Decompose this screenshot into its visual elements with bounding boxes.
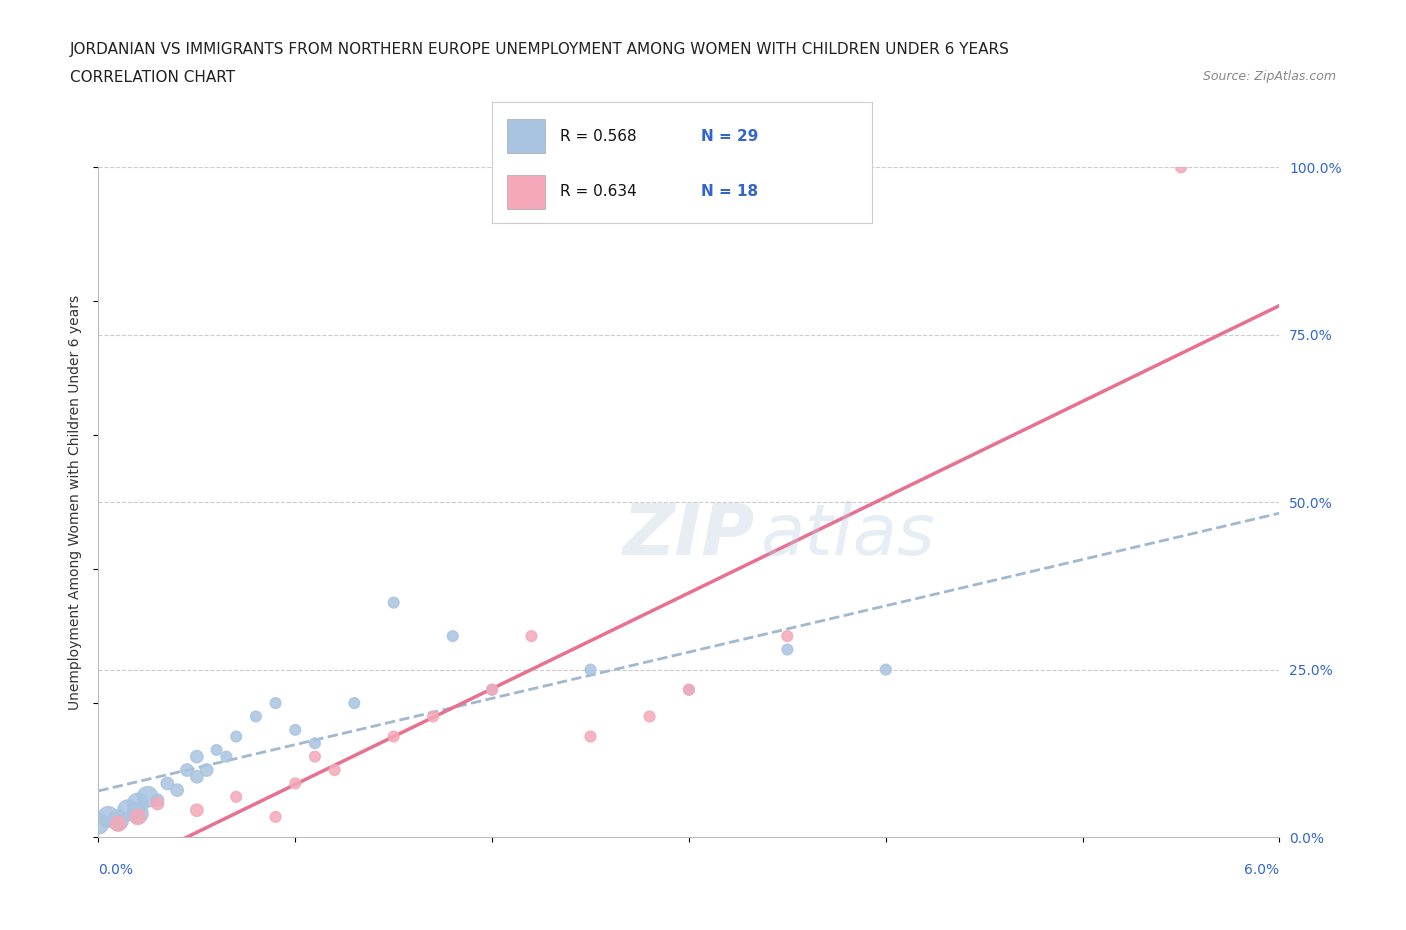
Text: 6.0%: 6.0% [1244,862,1279,877]
Text: N = 18: N = 18 [702,184,758,199]
Point [127,809,149,824]
Point [87,817,110,831]
Point [186,803,208,817]
Text: ZIP: ZIP [623,501,755,570]
Point [215,750,238,764]
Point [186,750,208,764]
Point [264,696,287,711]
Point [382,729,405,744]
Point [875,662,897,677]
Point [156,776,179,790]
Point [382,595,405,610]
Point [776,629,799,644]
Y-axis label: Unemployment Among Women with Children Under 6 years: Unemployment Among Women with Children U… [69,295,83,710]
Point [284,776,307,790]
Legend: Jordanians, Immigrants from Northern Europe: Jordanians, Immigrants from Northern Eur… [484,925,894,930]
Point [245,709,267,724]
Text: JORDANIAN VS IMMIGRANTS FROM NORTHERN EUROPE UNEMPLOYMENT AMONG WOMEN WITH CHILD: JORDANIAN VS IMMIGRANTS FROM NORTHERN EU… [70,42,1010,57]
Point [520,629,543,644]
Text: 0.0%: 0.0% [98,862,134,877]
Point [225,790,247,804]
Text: atlas: atlas [759,501,935,570]
Point [579,662,602,677]
Point [107,813,129,828]
Text: CORRELATION CHART: CORRELATION CHART [70,70,235,85]
Point [638,709,661,724]
Text: R = 0.568: R = 0.568 [561,128,637,143]
Point [195,763,218,777]
Text: Source: ZipAtlas.com: Source: ZipAtlas.com [1202,70,1336,83]
Point [205,742,228,757]
Point [678,683,700,698]
Point [225,729,247,744]
Point [186,769,208,784]
Point [579,729,602,744]
Point [127,806,149,821]
FancyBboxPatch shape [508,175,546,208]
Text: R = 0.634: R = 0.634 [561,184,637,199]
Point [117,803,139,817]
Point [678,683,700,698]
Point [146,796,169,811]
Point [264,809,287,824]
Point [176,763,198,777]
Point [441,629,464,644]
Point [481,683,503,698]
Point [97,809,120,824]
Point [146,792,169,807]
Point [422,709,444,724]
Point [343,696,366,711]
Point [323,763,346,777]
Point [1170,160,1192,175]
Point [136,790,159,804]
Point [304,736,326,751]
Point [127,796,149,811]
Point [284,723,307,737]
Point [166,783,188,798]
Point [107,817,129,831]
Point [776,642,799,657]
Point [304,750,326,764]
Text: N = 29: N = 29 [702,128,758,143]
FancyBboxPatch shape [508,119,546,153]
Point [481,683,503,698]
